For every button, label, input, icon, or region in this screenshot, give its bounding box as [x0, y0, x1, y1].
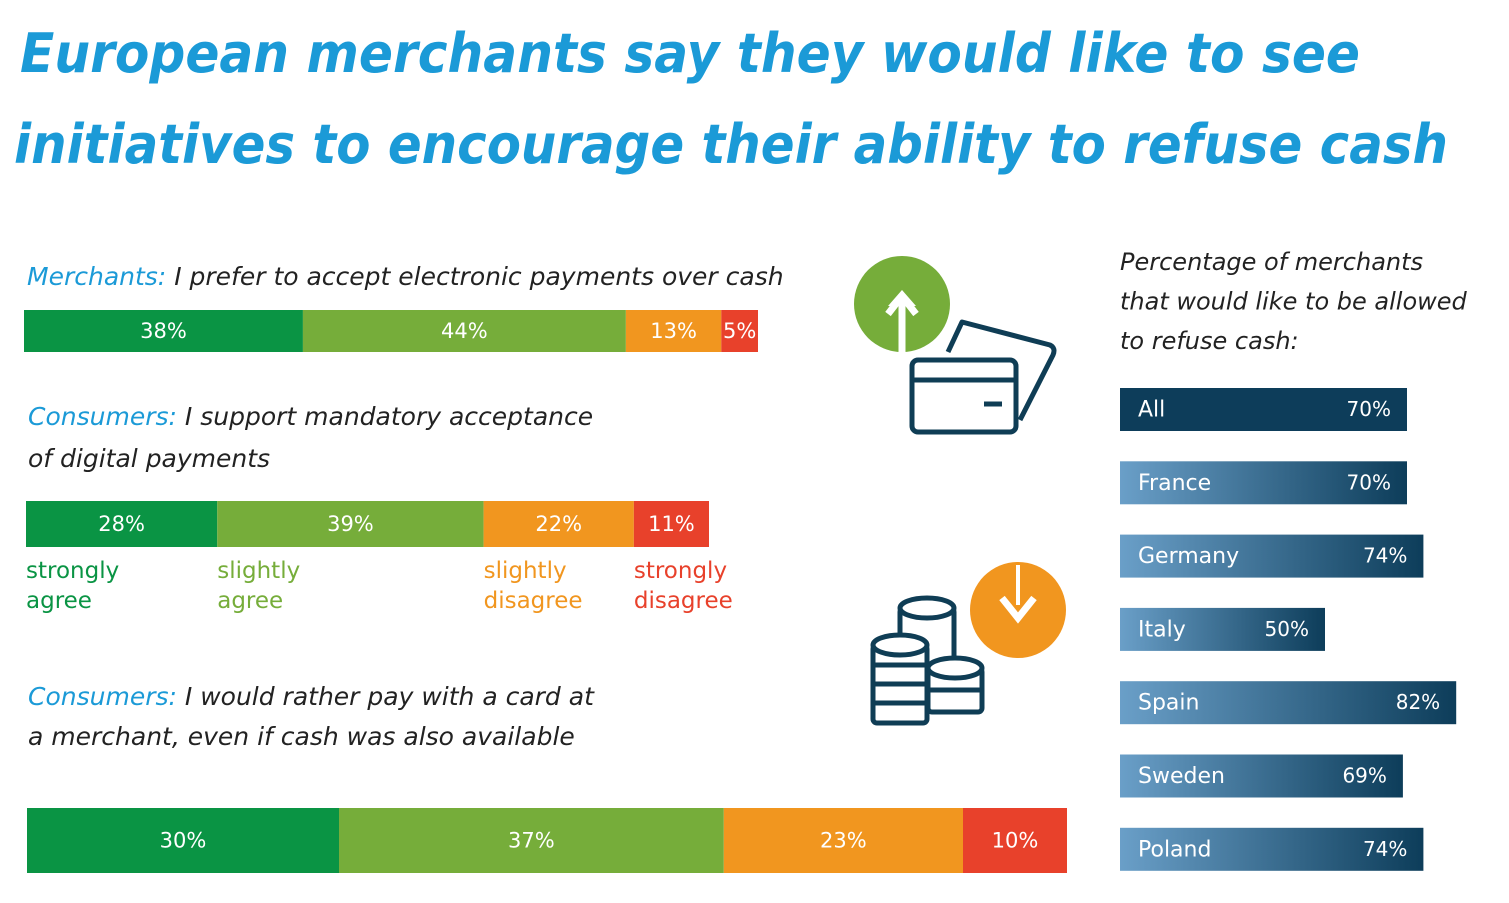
value-label: 74% [1363, 544, 1407, 568]
question: a merchant, even if cash was also availa… [28, 722, 575, 751]
bar-segment [26, 501, 218, 547]
value-label: 37% [508, 829, 555, 853]
subject: Consumers: [28, 402, 177, 431]
value-label: 50% [1265, 617, 1309, 641]
question: of digital payments [28, 444, 270, 473]
bar [1120, 681, 1457, 725]
bar [1120, 607, 1325, 651]
category-label: Sweden [1138, 764, 1225, 789]
question: Consumers: I support mandatory acceptanc… [28, 402, 593, 431]
up-arrowhead [888, 290, 916, 306]
question-text: I support mandatory acceptance [185, 402, 593, 431]
chart-title: that would like to be allowed [1120, 288, 1468, 316]
value-label: 10% [992, 829, 1039, 853]
bar [1120, 461, 1407, 505]
title-line: initiatives to encourage their ability t… [14, 113, 1448, 176]
question: Consumers: I would rather pay with a car… [28, 682, 595, 711]
card-icon [909, 319, 1057, 435]
category-label: Italy [1138, 617, 1186, 642]
question-text: of digital payments [28, 444, 270, 473]
title-line: European merchants say they would like t… [20, 22, 1360, 85]
bar-segment [217, 501, 484, 547]
question-text: a merchant, even if cash was also availa… [28, 722, 575, 751]
value-label: 5% [723, 319, 756, 343]
question-space [177, 682, 185, 711]
chart-title: to refuse cash: [1120, 327, 1299, 355]
subject: Consumers: [28, 682, 177, 711]
bar-segment [963, 808, 1067, 873]
value-label: 28% [98, 512, 145, 536]
legend-label: slightly agree [217, 558, 301, 614]
chart-title: Percentage of merchants [1120, 248, 1423, 276]
bar-segment [721, 310, 758, 352]
legend-label: strongly agree [26, 558, 120, 614]
value-label: 39% [327, 512, 374, 536]
category-label: Spain [1138, 691, 1199, 716]
value-label: 70% [1347, 397, 1391, 421]
category-label: Germany [1138, 544, 1239, 569]
subject: Merchants: [27, 262, 166, 291]
value-label: 82% [1396, 690, 1440, 714]
question-space [177, 402, 185, 431]
category-label: France [1138, 471, 1211, 496]
down-icon [970, 562, 1066, 658]
category-label: Poland [1138, 837, 1211, 862]
value-label: 30% [160, 829, 207, 853]
bar-segment [27, 808, 339, 873]
bar-segment [625, 310, 722, 352]
value-label: 22% [535, 512, 582, 536]
value-label: 23% [820, 829, 867, 853]
question-text: I would rather pay with a card at [185, 682, 595, 711]
question: Merchants: I prefer to accept electronic… [27, 262, 784, 291]
bar [1120, 754, 1403, 798]
question-space [166, 262, 174, 291]
value-label: 74% [1363, 837, 1407, 861]
value-label: 13% [650, 319, 697, 343]
coins-icon [870, 595, 985, 726]
bar [1120, 534, 1424, 578]
bar-segment [723, 808, 963, 873]
bar-segment [339, 808, 724, 873]
value-label: 70% [1347, 470, 1391, 494]
category-label: All [1138, 398, 1165, 423]
bar [1120, 827, 1424, 871]
bar-segment [302, 310, 626, 352]
value-label: 44% [441, 319, 488, 343]
bar-segment [24, 310, 303, 352]
bar-segment [483, 501, 634, 547]
legend-label: slightly disagree [483, 558, 583, 614]
legend-label: strongly disagree [633, 558, 733, 614]
question-text: I prefer to accept electronic payments o… [174, 262, 783, 291]
value-label: 69% [1342, 764, 1386, 788]
value-label: 11% [648, 512, 695, 536]
bar [1120, 388, 1407, 431]
bar-segment [633, 501, 709, 547]
value-label: 38% [140, 319, 187, 343]
down-arrowhead [999, 595, 1037, 624]
